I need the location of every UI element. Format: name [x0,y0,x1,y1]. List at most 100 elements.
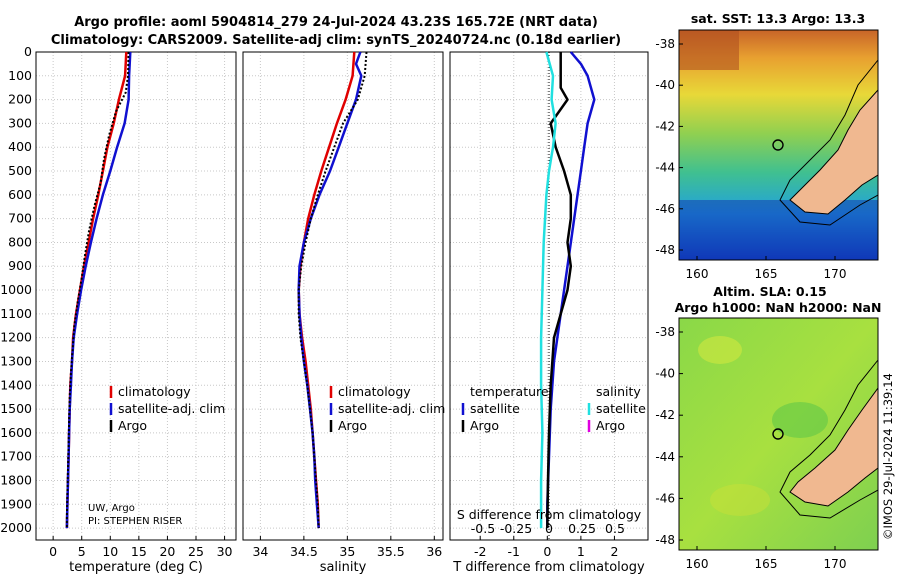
legend-climatology-label: climatology [118,384,191,399]
depth-tick-label: 1300 [0,353,32,368]
sla-lon-ticks: 160 165 170 [686,546,846,571]
temperature-x-tick-label: 10 [102,544,118,559]
difference-x-tick-label: 2 [610,544,618,559]
temperature-x-tick-label: 0 [49,544,57,559]
salinity-x-tick-label: 34 [252,544,268,559]
difference-x2-tick-label: 0 [545,521,553,536]
map-lat-tick-label: -38 [655,325,675,339]
map-lat-tick-label: -38 [655,37,675,51]
sla-map-frame [678,317,879,551]
difference-x2-ticks: -0.5 -0.25 0 0.25 0.5 [471,521,625,536]
map-lat-tick-label: -48 [655,533,675,547]
sla-blob-c [710,484,770,516]
depth-tick-label: 1000 [0,282,32,297]
map-lat-tick-label: -40 [655,367,675,381]
depth-tick-label: 0 [24,44,32,59]
depth-tick-label: 1700 [0,449,32,464]
difference-x-tick-label: 0 [543,544,551,559]
sla-shelf-contour [779,359,878,519]
sla-map-title-line2: Argo h1000: NaN h2000: NaN [675,300,882,315]
difference-x2-tick-label: -0.25 [500,521,532,536]
figure-title-line2: Climatology: CARS2009. Satellite-adj cli… [51,33,621,48]
depth-tick-label: 1100 [0,306,32,321]
depth-tick-label: 500 [8,163,32,178]
temperature-panel: 0 5 10 15 20 25 30 temperature (deg C) climato… [35,51,237,575]
sst-argo-position-marker [772,139,784,151]
sst-map-title: sat. SST: 13.3 Argo: 13.3 [691,11,865,26]
depth-tick-label: 900 [8,258,32,273]
depth-tick-label: 600 [8,187,32,202]
temperature-legend: climatology satellite-adj. clim Argo [109,384,225,433]
diff-legend-salinity-heading: salinity [596,384,641,399]
difference-x-ticks: -2 -1 0 1 2 [474,536,618,559]
salinity-x-ticks: 34 34.5 35 35.5 36 [252,536,442,559]
sla-lat-ticks: -38 -40 -42 -44 -46 -48 [655,325,683,547]
diff-legend-s-argo-label: Argo [596,418,625,433]
diff-legend-temperature-heading: temperature [470,384,549,399]
depth-tick-label: 1900 [0,496,32,511]
sla-blob-a [698,336,742,364]
salinity-panel: 34 34.5 35 35.5 36 salinity climatology sate… [242,51,445,575]
difference-series-temperature-argo [546,52,573,529]
difference-x-tick-label: -2 [474,544,486,559]
sal-legend-argo-label: Argo [338,418,367,433]
sst-shelf-contour [779,59,878,226]
depth-tick-label: 200 [8,92,32,107]
depth-tick-label: 100 [8,68,32,83]
depth-tick-label: 1800 [0,472,32,487]
sla-argo-position-marker [772,428,784,440]
map-lat-tick-label: -46 [655,202,675,216]
temperature-series [65,51,132,529]
depth-tick-label: 1400 [0,377,32,392]
sla-land-south-island [789,387,878,507]
temperature-grid [36,51,236,540]
sst-lat-ticks: -38 -40 -42 -44 -46 -48 [655,37,683,257]
diff-legend-t-argo-label: Argo [470,418,499,433]
imos-watermark: ©IMOS 29-Jul-2024 11:39:14 [881,373,895,540]
temperature-x-tick-label: 5 [78,544,86,559]
sal-legend-satellite-label: satellite-adj. clim [338,401,445,416]
map-lat-tick-label: -40 [655,78,675,92]
salinity-xlabel: salinity [320,560,367,575]
sst-map-frame [678,29,879,261]
difference-series-salinity-satellite [539,51,557,529]
sla-map: Altim. SLA: 0.15 Argo h1000: NaN h2000: … [655,284,881,571]
salinity-grid [243,51,443,540]
salinity-x-tick-label: 35.5 [377,544,405,559]
temperature-x-tick-label: 20 [159,544,175,559]
depth-tick-label: 400 [8,139,32,154]
credit-text: UW, Argo [88,503,135,514]
sla-map-title-line1: Altim. SLA: 0.15 [713,284,826,299]
map-lon-tick-label: 165 [755,267,778,281]
depth-axis-labels: 0 100 200 300 400 500 600 700 800 900 1000 1100 1200… [0,44,32,535]
difference-x2label: S difference from climatology [457,507,642,522]
depth-tick-label: 700 [8,211,32,226]
legend-satellite-label: satellite-adj. clim [118,401,225,416]
pi-text: PI: STEPHEN RISER [88,516,182,527]
map-lon-tick-label: 160 [686,267,709,281]
difference-x2-tick-label: 0.5 [605,521,625,536]
temperature-series-satellite-adj-clim [65,51,132,529]
sst-lon-ticks: 160 165 170 [686,256,846,281]
depth-tick-label: 2000 [0,520,32,535]
salinity-x-tick-label: 36 [426,544,442,559]
map-lat-tick-label: -44 [655,161,675,175]
difference-legend: temperature salinity satellite Argo sate… [461,384,646,433]
depth-tick-label: 1600 [0,425,32,440]
sst-cold-patch [679,200,878,260]
salinity-series [297,51,368,529]
depth-tick-label: 1500 [0,401,32,416]
map-lon-tick-label: 165 [755,557,778,571]
map-lat-tick-label: -42 [655,408,675,422]
salinity-series-argo [297,51,368,529]
salinity-legend: climatology satellite-adj. clim Argo [329,384,445,433]
map-lat-tick-label: -46 [655,491,675,505]
difference-x-tick-label: 1 [577,544,585,559]
map-lat-tick-label: -42 [655,119,675,133]
difference-x-tick-label: -1 [508,544,520,559]
sst-map: sat. SST: 13.3 Argo: 13.3 -38 -40 -42 -44 -4… [655,11,879,281]
diff-legend-t-satellite-label: satellite [470,401,520,416]
temperature-xlabel: temperature (deg C) [69,560,203,575]
